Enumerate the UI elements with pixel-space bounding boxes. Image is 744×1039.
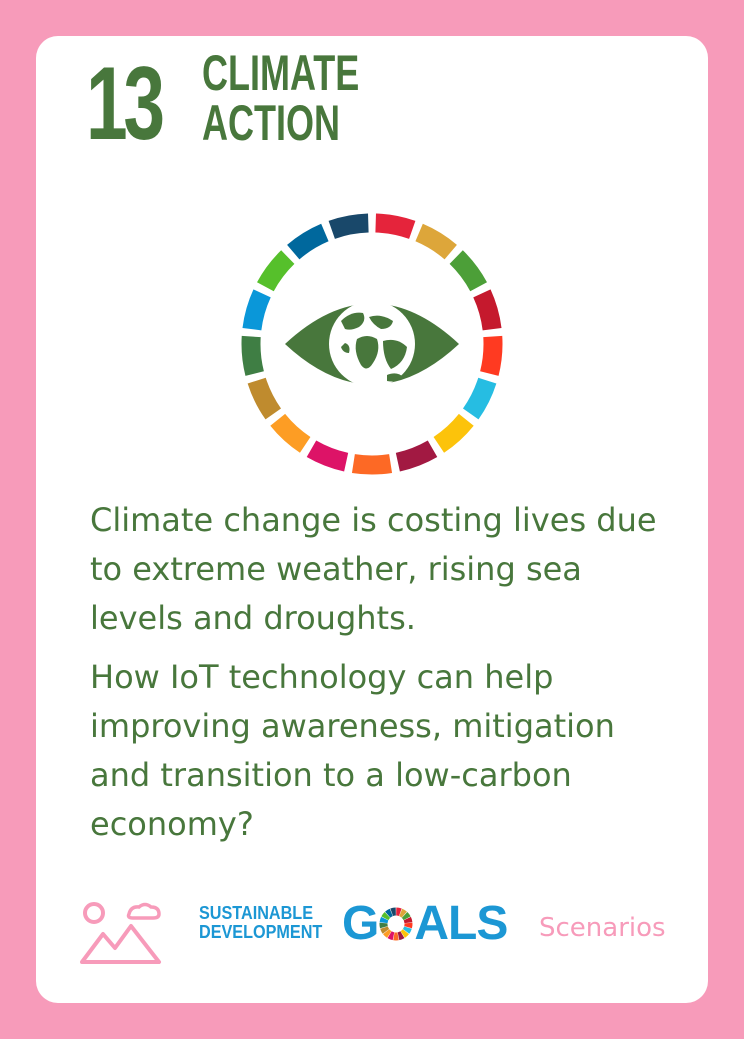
ring-segment xyxy=(402,912,411,921)
sdg-color-ring xyxy=(241,213,503,475)
ring-segment xyxy=(270,413,311,453)
ring-segment xyxy=(473,289,502,331)
goal-title-line2: ACTION xyxy=(202,95,340,151)
category-label: Scenarios xyxy=(539,913,666,943)
goal-title: CLIMATE ACTION xyxy=(202,48,359,148)
sdg-logo-goals: G ALS xyxy=(342,897,508,950)
ring-segment xyxy=(396,907,403,917)
ring-segment xyxy=(387,931,395,941)
ring-segment xyxy=(433,413,474,453)
sdg-logo-line1: SUSTAINABLE xyxy=(199,903,314,923)
description-paragraph-1: Climate change is costing lives due to e… xyxy=(90,501,657,637)
goal-title-line1: CLIMATE xyxy=(202,45,360,101)
ring-segment xyxy=(462,377,497,420)
globe-landmass xyxy=(341,312,407,382)
ring-segment xyxy=(390,907,397,917)
ring-segment xyxy=(480,335,503,376)
ring-segment xyxy=(403,926,413,934)
ring-segment xyxy=(383,929,392,938)
description-paragraph-2: How IoT technology can help improving aw… xyxy=(90,658,615,843)
ring-segment xyxy=(351,454,393,475)
ring-segment xyxy=(385,908,394,918)
ring-segment xyxy=(403,916,413,924)
ring-segment xyxy=(381,912,391,921)
goal-description: Climate change is costing lives due to e… xyxy=(90,496,680,859)
sdg-logo-g: G xyxy=(342,897,379,950)
sdg-logo-line2: DEVELOPMENT xyxy=(199,922,323,942)
ring-segment xyxy=(399,908,408,918)
goal-number: 13 xyxy=(86,46,165,162)
ring-segment xyxy=(242,289,271,331)
ring-segment xyxy=(400,929,410,938)
sdg-logo: SUSTAINABLE DEVELOPMENT G ALS xyxy=(199,900,508,948)
ring-segment xyxy=(306,440,349,472)
goal-card: 13 CLIMATE ACTION Climate change is cost… xyxy=(36,36,708,1003)
ring-segment xyxy=(395,440,438,472)
ring-segment xyxy=(287,223,329,260)
ring-segment xyxy=(328,213,369,239)
ring-segment xyxy=(375,213,416,239)
sdg-wheel-icon xyxy=(379,907,413,941)
ring-segment xyxy=(449,250,487,292)
ring-segment xyxy=(379,916,389,924)
eye-globe-icon xyxy=(241,213,503,475)
ring-segment xyxy=(380,926,390,934)
ring-segment xyxy=(415,223,457,260)
ring-segment xyxy=(241,335,264,376)
ring-segment xyxy=(397,931,405,941)
sdg-logo-als: ALS xyxy=(414,897,508,950)
eye-icon xyxy=(285,301,459,387)
ring-segment xyxy=(257,250,295,292)
landscape-icon xyxy=(80,902,161,964)
ring-segment xyxy=(247,377,282,420)
